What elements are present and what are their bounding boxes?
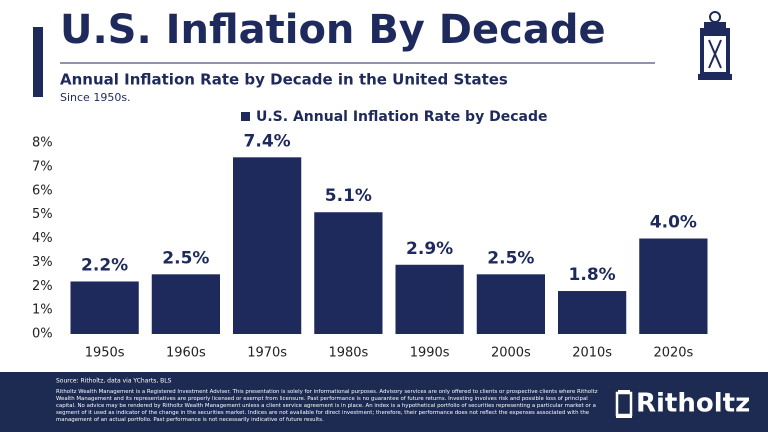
value-label: 2.5% — [487, 248, 534, 268]
x-tick-label: 2020s — [653, 346, 693, 361]
bar — [395, 264, 464, 334]
y-tick-label: 0% — [32, 327, 53, 342]
brand: Ritholtz — [636, 389, 750, 419]
disclaimer: Ritholtz Wealth Management is a Register… — [56, 389, 598, 423]
source: Source: Ritholtz, data via YCharts, BLS — [56, 378, 172, 385]
bar — [233, 157, 302, 334]
y-tick-label: 7% — [32, 159, 53, 174]
chart-title: U.S. Inflation By Decade — [60, 7, 606, 53]
brand-icon — [615, 390, 633, 418]
bar — [151, 274, 220, 334]
x-tick-label: 2010s — [572, 346, 612, 361]
x-tick-label: 2000s — [491, 346, 531, 361]
legend-swatch — [241, 112, 250, 121]
bar — [476, 274, 545, 334]
footer-band — [0, 372, 768, 432]
x-tick-label: 1970s — [247, 346, 287, 361]
caption: Since 1950s. — [60, 91, 131, 104]
bar — [558, 291, 627, 334]
y-tick-label: 4% — [32, 231, 53, 246]
lantern-icon — [698, 11, 732, 80]
bar — [639, 238, 708, 334]
value-label: 5.1% — [325, 186, 372, 206]
accent-bar — [33, 27, 43, 97]
value-label: 4.0% — [650, 213, 697, 233]
y-tick-label: 1% — [32, 303, 53, 318]
y-tick-label: 6% — [32, 183, 53, 198]
subtitle: Annual Inflation Rate by Decade in the U… — [60, 71, 508, 89]
y-tick-label: 8% — [32, 136, 53, 151]
value-label: 1.8% — [569, 265, 616, 285]
value-label: 2.2% — [81, 255, 128, 275]
value-label: 2.5% — [162, 248, 209, 268]
x-tick-label: 1980s — [328, 346, 368, 361]
bar — [70, 281, 139, 334]
x-tick-label: 1990s — [410, 346, 450, 361]
value-label: 7.4% — [244, 131, 291, 151]
x-tick-label: 1950s — [85, 346, 125, 361]
y-tick-label: 2% — [32, 279, 53, 294]
bar — [314, 212, 383, 334]
legend-label: U.S. Annual Inflation Rate by Decade — [256, 109, 547, 125]
value-label: 2.9% — [406, 239, 453, 259]
y-tick-label: 5% — [32, 207, 53, 222]
x-tick-label: 1960s — [166, 346, 206, 361]
y-tick-label: 3% — [32, 255, 53, 270]
